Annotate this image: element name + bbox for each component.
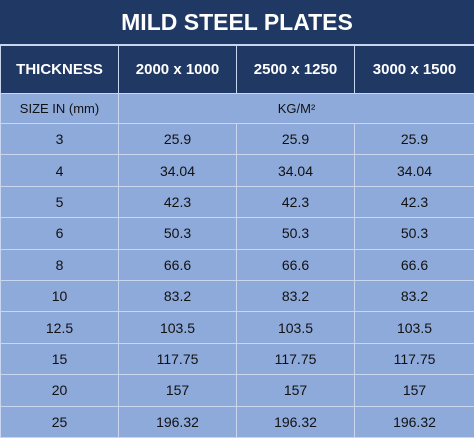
thickness-cell: 20: [1, 375, 119, 406]
weight-cell: 66.6: [237, 249, 355, 280]
weight-cell: 42.3: [119, 186, 237, 217]
weight-cell: 83.2: [355, 280, 474, 311]
weight-cell: 83.2: [237, 280, 355, 311]
thickness-cell: 12.5: [1, 312, 119, 343]
weight-cell: 25.9: [237, 124, 355, 155]
weight-cell: 157: [355, 375, 474, 406]
thickness-cell: 25: [1, 406, 119, 437]
weight-cell: 157: [237, 375, 355, 406]
weight-cell: 50.3: [119, 218, 237, 249]
weight-cell: 42.3: [237, 186, 355, 217]
column-header: 3000 x 1500: [355, 46, 474, 94]
column-header: 2000 x 1000: [119, 46, 237, 94]
weight-cell: 103.5: [355, 312, 474, 343]
weight-cell: 34.04: [355, 155, 474, 186]
thickness-cell: 6: [1, 218, 119, 249]
weight-cell: 157: [119, 375, 237, 406]
weight-cell: 117.75: [237, 343, 355, 374]
title: MILD STEEL PLATES: [0, 0, 474, 45]
weight-cell: 103.5: [119, 312, 237, 343]
column-header: THICKNESS: [1, 46, 119, 94]
subheader-cell: SIZE IN (mm): [1, 94, 119, 124]
weight-cell: 196.32: [237, 406, 355, 437]
thickness-cell: 4: [1, 155, 119, 186]
weight-cell: 34.04: [237, 155, 355, 186]
weight-cell: 25.9: [355, 124, 474, 155]
weight-cell: 50.3: [355, 218, 474, 249]
weight-cell: 50.3: [237, 218, 355, 249]
weight-cell: 34.04: [119, 155, 237, 186]
column-header: 2500 x 1250: [237, 46, 355, 94]
weight-cell: 42.3: [355, 186, 474, 217]
weight-cell: 66.6: [119, 249, 237, 280]
weight-cell: 117.75: [119, 343, 237, 374]
thickness-cell: 3: [1, 124, 119, 155]
weight-cell: 25.9: [119, 124, 237, 155]
weight-cell: 66.6: [355, 249, 474, 280]
thickness-cell: 10: [1, 280, 119, 311]
thickness-cell: 5: [1, 186, 119, 217]
subheader-row: SIZE IN (mm) KG/M²: [1, 94, 474, 124]
subheader-cell: KG/M²: [119, 94, 474, 124]
weight-cell: 196.32: [119, 406, 237, 437]
weight-cell: 83.2: [119, 280, 237, 311]
thickness-cell: 15: [1, 343, 119, 374]
weight-cell: 103.5: [237, 312, 355, 343]
thickness-cell: 8: [1, 249, 119, 280]
weight-cell: 117.75: [355, 343, 474, 374]
weight-cell: 196.32: [355, 406, 474, 437]
